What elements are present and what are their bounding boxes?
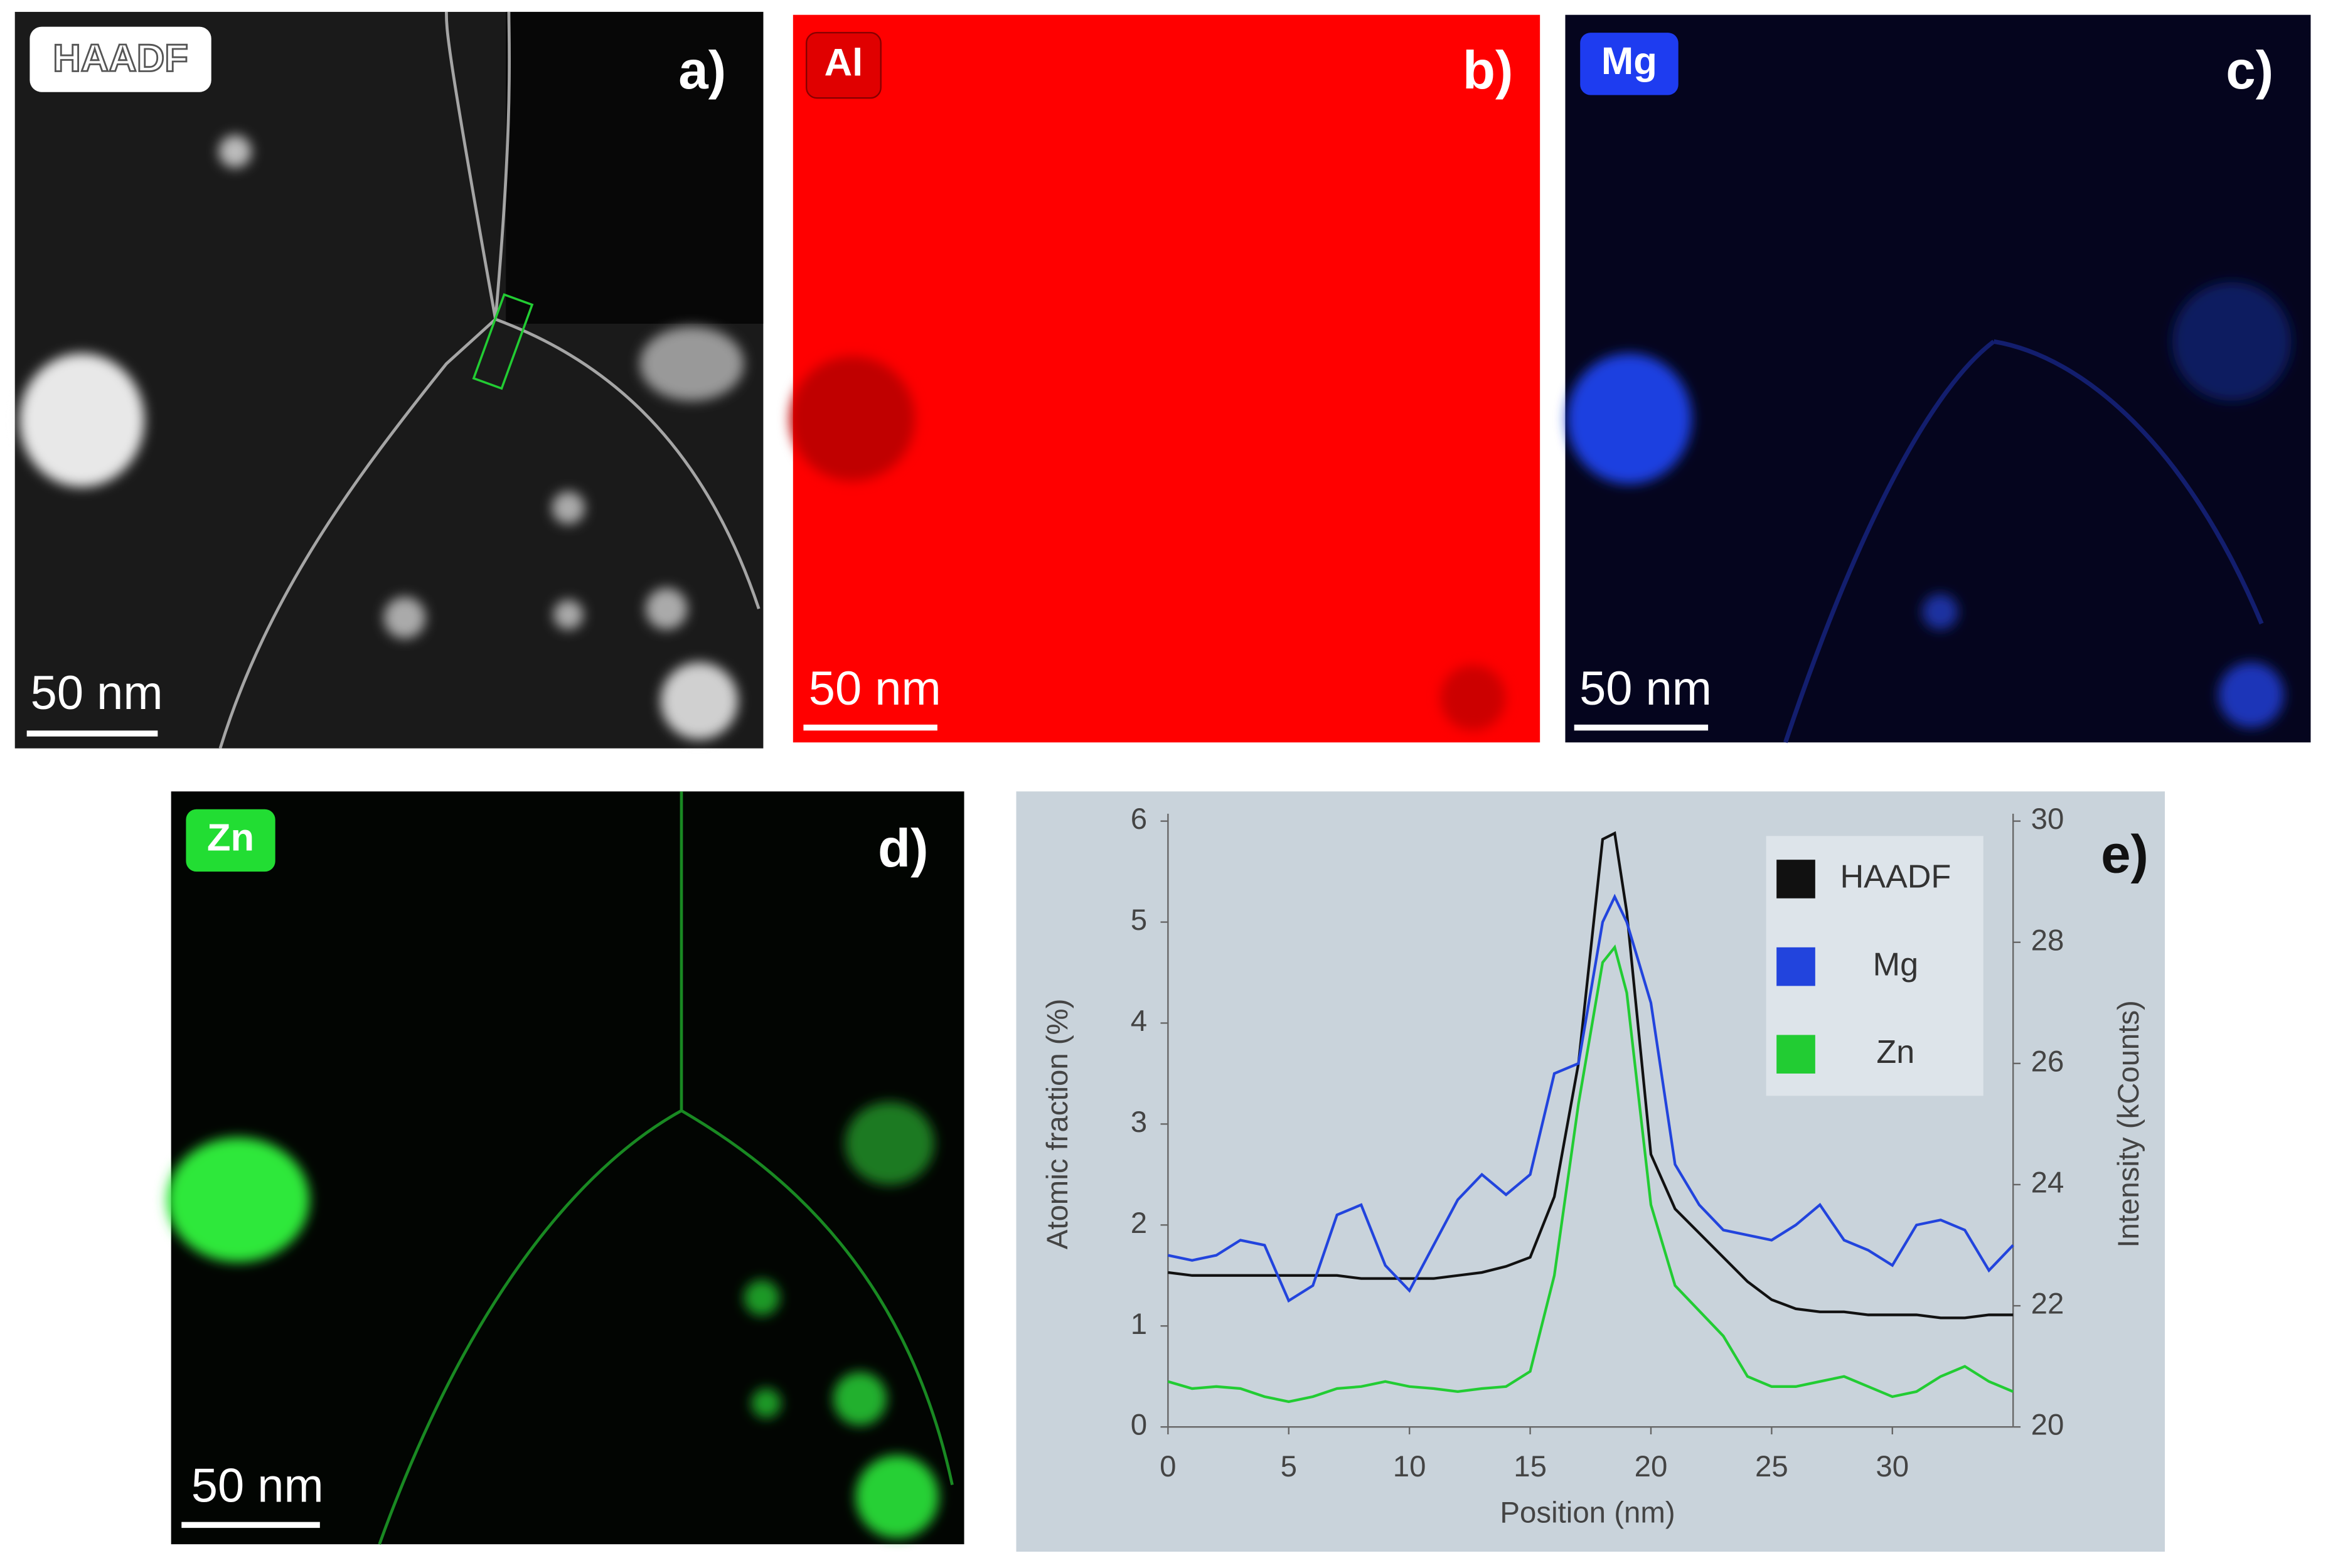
y-axis-label: Atomic fraction (%) — [1041, 999, 1074, 1250]
grain-boundary — [218, 11, 761, 749]
scale-bar — [26, 730, 158, 737]
y-tick-label: 1 — [1131, 1308, 1147, 1341]
badge-label: Mg — [1601, 40, 1657, 83]
y-tick-label: 5 — [1131, 904, 1147, 937]
panel-c: Mg c) 50 nm — [1565, 14, 2311, 744]
chart-background — [1016, 791, 2165, 1552]
x-tick-label: 30 — [1876, 1450, 1909, 1483]
particles — [19, 135, 744, 740]
al-map — [793, 14, 1540, 743]
series-line — [1167, 893, 2014, 1303]
badge-label: Al — [825, 41, 863, 84]
panel-e: Position (nm) Atomic fraction (%) Intens… — [1016, 791, 2165, 1552]
grain-boundary — [1783, 339, 2264, 744]
badge-label: HAADF — [53, 36, 188, 80]
y-tick-label: 3 — [1131, 1106, 1147, 1139]
grain-boundary — [378, 791, 954, 1545]
series-line — [1168, 831, 2014, 1320]
panel-a: HAADF a) 50 nm — [14, 11, 764, 749]
y2-tick-label: 20 — [2031, 1409, 2064, 1442]
y2-axis-label: Intensity (kCounts) — [2112, 1000, 2145, 1247]
y2-tick-label: 24 — [2031, 1166, 2064, 1200]
series-line — [1167, 944, 2014, 1404]
scale-bar-label: 50 nm — [31, 666, 163, 720]
region — [506, 11, 764, 324]
x-axis-label: Position (nm) — [1500, 1496, 1675, 1529]
particles — [166, 1101, 939, 1539]
scale-bar-label: 50 nm — [191, 1459, 324, 1513]
x-tick-label: 25 — [1755, 1450, 1788, 1483]
x-tick-label: 0 — [1160, 1450, 1176, 1483]
legend-swatch — [1776, 1035, 1815, 1074]
legend-swatch — [1776, 947, 1815, 986]
badge — [29, 26, 211, 92]
scale-bar-label: 50 nm — [809, 662, 941, 715]
panel-letter: d) — [878, 819, 929, 878]
particles — [790, 356, 1506, 731]
y-tick-label: 6 — [1131, 803, 1147, 836]
y-tick-label: 2 — [1131, 1207, 1147, 1240]
panel-letter: a) — [678, 41, 726, 100]
y2-tick-label: 28 — [2031, 924, 2064, 957]
x-tick-label: 20 — [1635, 1450, 1668, 1483]
scale-bar — [803, 724, 937, 731]
badge-label: Zn — [207, 816, 254, 860]
scan-box — [472, 293, 534, 390]
badge — [1580, 33, 1679, 95]
particles — [1566, 282, 2292, 728]
legend-label: HAADF — [1840, 859, 1951, 895]
legend-label: Zn — [1876, 1034, 1914, 1070]
panel-b: Al b) 50 nm — [790, 14, 1540, 743]
y-tick-label: 0 — [1131, 1409, 1147, 1442]
x-tick-label: 10 — [1393, 1450, 1426, 1483]
panel-letter: b) — [1463, 41, 1514, 100]
scale-bar — [181, 1522, 320, 1528]
x-tick-label: 5 — [1281, 1450, 1297, 1483]
scale-bar-label: 50 nm — [1579, 662, 1712, 715]
badge — [186, 809, 275, 872]
panel-d: Zn d) 50 nm — [166, 791, 964, 1545]
legend-label: Mg — [1873, 946, 1918, 983]
zn-map — [171, 791, 964, 1545]
badge — [805, 31, 882, 99]
y2-tick-label: 26 — [2031, 1045, 2064, 1078]
y-tick-label: 4 — [1131, 1005, 1147, 1038]
scale-bar — [1574, 724, 1709, 731]
panel-letter: e) — [2101, 824, 2149, 884]
y2-tick-label: 30 — [2031, 803, 2064, 836]
legend-swatch — [1776, 860, 1815, 899]
y2-tick-label: 22 — [2031, 1288, 2064, 1321]
panel-letter: c) — [2226, 41, 2273, 100]
x-tick-label: 15 — [1514, 1450, 1547, 1483]
